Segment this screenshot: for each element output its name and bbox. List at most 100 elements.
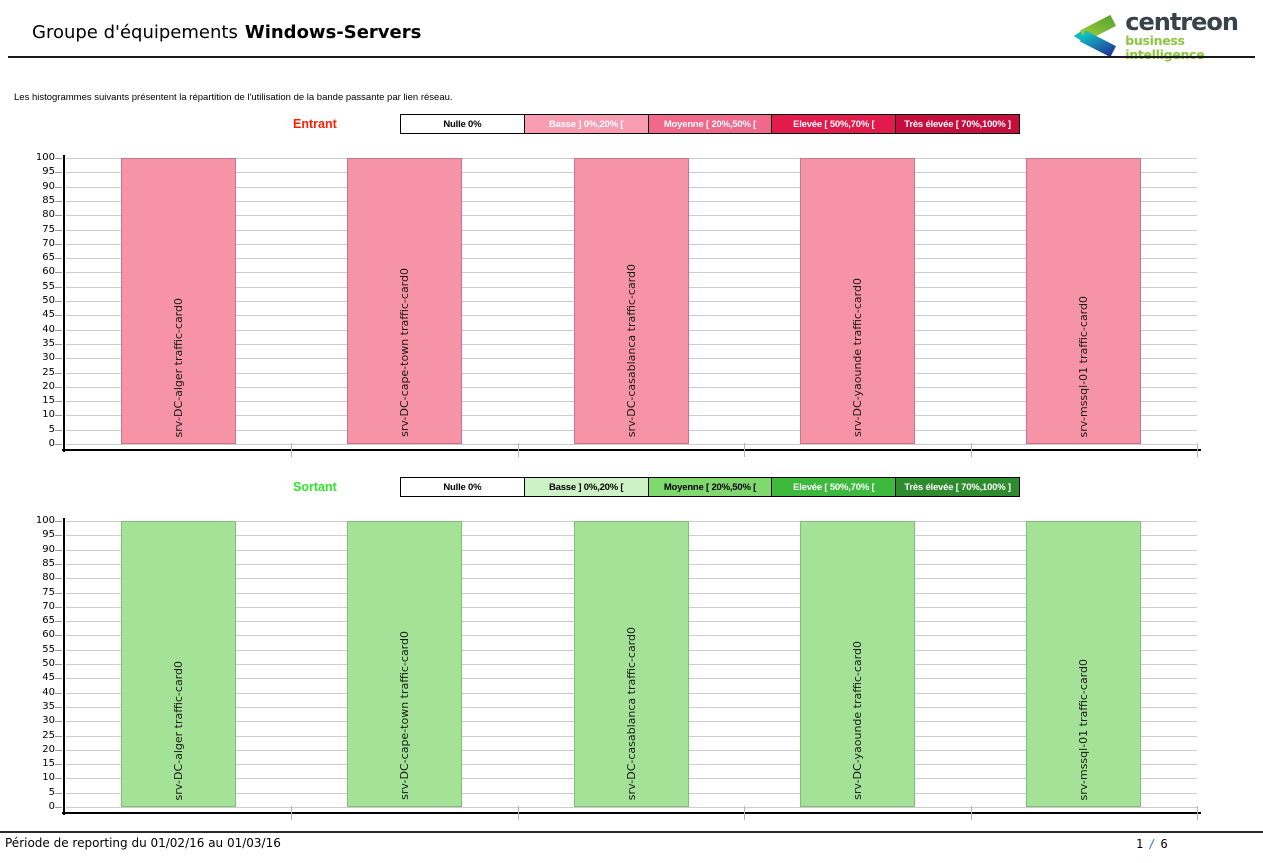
gridline (66, 807, 1197, 808)
bar: srv-DC-alger traffic-card0 (120, 158, 236, 444)
y-axis-label: 85 (42, 557, 55, 569)
y-axis-label: 5 (48, 423, 55, 435)
y-axis-tick (55, 372, 62, 374)
category-boundary-tick (517, 806, 519, 820)
y-axis-label: 95 (42, 166, 55, 178)
y-axis-label: 0 (48, 801, 55, 812)
y-axis-label: 15 (42, 395, 55, 407)
y-axis-tick (55, 563, 62, 565)
legend-entrant: Nulle 0% Basse ] 0%,20% [Moyenne [ 20%,50… (400, 114, 1020, 134)
category-boundary-tick (970, 443, 972, 457)
y-axis-tick (55, 286, 62, 288)
legend-sortant: Nulle 0% Basse ] 0%,20% [Moyenne [ 20%,50… (400, 477, 1020, 497)
page-separator: / (1148, 837, 1156, 851)
y-axis-label: 50 (42, 658, 55, 669)
bar-label: srv-DC-yaounde traffic-card0 (850, 278, 864, 437)
bar-label: srv-DC-alger traffic-card0 (171, 297, 185, 437)
legend-cell: Basse ] 0%,20% [ (523, 478, 648, 496)
y-axis-tick (55, 706, 62, 708)
y-axis-label: 55 (42, 280, 55, 292)
bar: srv-DC-cape-town traffic-card0 (347, 521, 463, 807)
y-axis-tick (55, 158, 62, 159)
y-axis-tick (55, 172, 62, 174)
y-axis-label: 75 (42, 586, 55, 598)
y-axis-label: 5 (48, 786, 55, 798)
y-axis-label: 65 (42, 615, 55, 627)
footer-divider (0, 831, 1263, 833)
x-axis (62, 812, 1201, 814)
page-total: 6 (1160, 837, 1168, 851)
y-axis-label: 95 (42, 529, 55, 541)
y-axis-label: 0 (48, 438, 55, 449)
y-axis-tick (55, 749, 62, 751)
y-axis-tick (55, 301, 62, 302)
y-axis-tick (55, 429, 62, 431)
category-boundary-tick (744, 443, 746, 457)
y-axis-label: 90 (42, 543, 55, 555)
page-current: 1 (1136, 837, 1144, 851)
bar-label: srv-DC-alger traffic-card0 (171, 660, 185, 800)
y-axis-tick (55, 272, 62, 274)
y-axis-tick (55, 386, 62, 388)
y-axis-tick (55, 229, 62, 231)
bar-label: srv-DC-casablanca traffic-card0 (624, 626, 638, 800)
y-axis-label: 50 (42, 295, 55, 306)
title-prefix: Groupe d'équipements (32, 22, 238, 43)
bar: srv-DC-yaounde traffic-card0 (799, 521, 915, 807)
y-axis-label: 80 (42, 572, 55, 584)
page-title: Groupe d'équipements Windows-Servers (32, 22, 421, 43)
legend-cell: Nulle 0% (401, 478, 524, 496)
title-group-name: Windows-Servers (244, 22, 422, 43)
y-axis-label: 15 (42, 758, 55, 770)
logo-subtitle: business intelligence (1125, 33, 1205, 62)
centreon-logo-text: centreon business intelligence (1125, 10, 1263, 62)
bar: srv-DC-cape-town traffic-card0 (347, 158, 463, 444)
y-axis-label: 25 (42, 729, 55, 741)
chart-sortant: 0 5 10 15 20 25 30 35 40 45 50 55 60 65 70 75 80 85 90 95 10… (36, 515, 1201, 820)
y-axis-label: 60 (42, 629, 55, 641)
legend-cell: Basse ] 0%,20% [ (523, 115, 648, 133)
y-axis-tick (55, 549, 62, 551)
y-axis-label: 10 (42, 409, 55, 421)
category-boundary-tick (1197, 443, 1198, 457)
y-axis-tick (55, 721, 62, 723)
y-axis-label: 30 (42, 715, 55, 727)
y-axis-tick (55, 792, 62, 794)
legend-cell: Moyenne [ 20%,50% [ (647, 478, 772, 496)
y-axis-tick (55, 415, 62, 417)
y-axis-label: 100 (35, 152, 55, 163)
y-axis-tick (55, 343, 62, 345)
y-axis-tick (55, 621, 62, 623)
y-axis-label: 70 (42, 237, 55, 249)
y-axis-label: 65 (42, 252, 55, 264)
y-axis-label: 90 (42, 180, 55, 192)
category-boundary-tick (291, 443, 293, 457)
y-axis-label: 45 (42, 672, 55, 684)
y-axis-label: 20 (42, 743, 55, 755)
page-number: 1 / 6 (1136, 837, 1168, 851)
y-axis-tick (55, 764, 62, 766)
y-axis-label: 55 (42, 643, 55, 655)
category-boundary-tick (970, 806, 972, 820)
y-axis-label: 60 (42, 266, 55, 278)
y-axis-tick (55, 401, 62, 403)
category-boundary-tick (744, 806, 746, 820)
bar-label: srv-DC-cape-town traffic-card0 (398, 268, 412, 437)
bar: srv-mssql-01 traffic-card0 (1026, 521, 1142, 807)
category-boundary-tick (1197, 806, 1198, 820)
bar-label: srv-DC-yaounde traffic-card0 (850, 641, 864, 800)
direction-label-sortant: Sortant (293, 480, 337, 494)
chart-entrant: 0 5 10 15 20 25 30 35 40 45 50 55 60 65 70 75 80 85 90 95 10… (36, 152, 1201, 457)
x-axis (62, 449, 1201, 451)
y-axis-label: 25 (42, 366, 55, 378)
y-axis-tick (55, 807, 62, 808)
y-axis-label: 70 (42, 600, 55, 612)
y-axis-label: 45 (42, 309, 55, 321)
bar: srv-DC-casablanca traffic-card0 (573, 158, 689, 444)
y-axis-tick (55, 635, 62, 637)
y-axis-tick (55, 592, 62, 594)
y-axis-tick (55, 606, 62, 608)
legend-cell: Elevée [ 50%,70% [ (771, 115, 896, 133)
y-axis-label: 40 (42, 323, 55, 335)
